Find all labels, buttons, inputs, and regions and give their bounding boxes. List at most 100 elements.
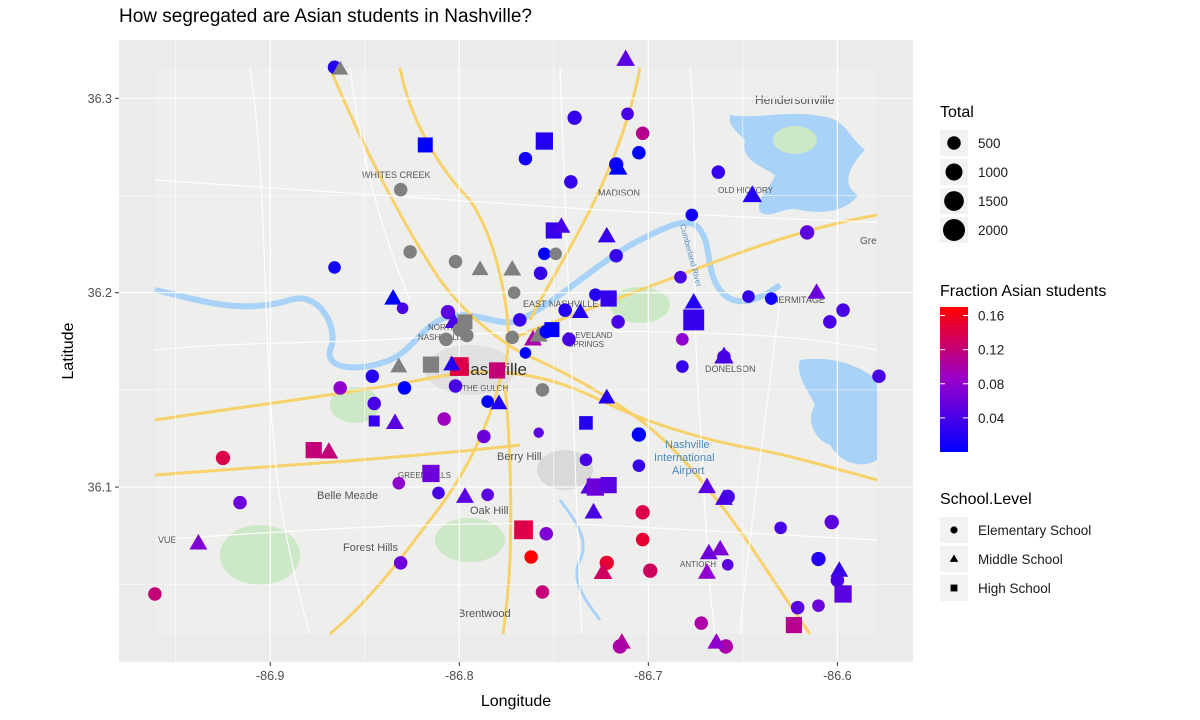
data-point (799, 225, 815, 240)
data-point (460, 328, 474, 343)
map-label-vue: VUE (158, 535, 177, 545)
data-point (632, 459, 646, 472)
data-point (513, 313, 527, 327)
park-area (330, 387, 380, 423)
data-point (524, 550, 538, 564)
data-point (600, 477, 617, 494)
data-point (685, 208, 699, 222)
legend-shape-key (949, 554, 959, 562)
map-label-donelson: DONELSON (705, 364, 756, 374)
data-point (674, 270, 687, 284)
data-point (507, 286, 521, 299)
data-point (790, 600, 805, 615)
x-tick-label: -86.6 (823, 669, 852, 683)
data-point (422, 356, 440, 373)
data-point (393, 182, 408, 197)
map-label-airport-3: Airport (672, 465, 704, 477)
data-point (824, 514, 839, 530)
data-point (635, 126, 650, 141)
data-point (477, 429, 491, 444)
colorbar-label: 0.04 (978, 411, 1005, 426)
data-point (774, 521, 787, 535)
data-point (611, 315, 625, 329)
park-area (220, 525, 300, 585)
data-point (448, 254, 463, 269)
data-point (571, 303, 589, 318)
data-point (586, 478, 605, 496)
data-point (386, 413, 404, 430)
data-point (403, 245, 417, 259)
data-point (683, 309, 705, 331)
data-point (764, 292, 778, 305)
data-point (785, 616, 802, 634)
cumberland-river (154, 219, 782, 371)
colorbar-label: 0.16 (978, 309, 1004, 324)
map-label-forest-hills: Forest Hills (343, 542, 399, 554)
data-point (332, 60, 349, 75)
x-tick-label: -86.9 (256, 669, 285, 683)
data-point (830, 561, 849, 577)
map-label-berry-hill: Berry Hill (497, 451, 542, 463)
map-label-gre: Gre (860, 236, 877, 247)
data-point (437, 412, 451, 426)
data-point (549, 247, 563, 261)
data-point (390, 357, 408, 373)
axes: -86.9 -86.8 -86.7 -86.6 36.1 36.2 36.3 (88, 92, 852, 683)
legend-shape-key (950, 584, 958, 592)
data-point (823, 315, 837, 329)
data-point (621, 107, 634, 121)
data-point (535, 585, 550, 599)
data-point (544, 322, 560, 338)
data-point (721, 559, 734, 571)
data-point (643, 563, 658, 578)
data-point (715, 489, 733, 505)
data-point (564, 175, 578, 189)
data-point (233, 495, 247, 510)
data-point (807, 283, 826, 299)
map-label-hermitage: HERMITAGE (772, 295, 825, 305)
data-point (505, 330, 519, 345)
data-point (514, 520, 533, 540)
data-point (489, 362, 506, 379)
data-point (631, 427, 647, 442)
data-point (579, 416, 593, 430)
legend-color-title: Fraction Asian students (940, 283, 1106, 300)
map-label-hendersonville: Hendersonville (755, 93, 835, 107)
data-point (396, 302, 409, 315)
data-point (562, 332, 576, 347)
data-point (443, 355, 461, 371)
data-point (836, 303, 850, 317)
data-point (717, 350, 731, 364)
x-axis-title: Longitude (481, 693, 551, 710)
colorbar-label: 0.08 (978, 377, 1004, 392)
basemap: Hendersonville WHITES CREEK MADISON OLD … (154, 67, 878, 636)
data-point (812, 599, 825, 612)
data-point (215, 450, 231, 466)
data-point (872, 369, 886, 384)
data-point (635, 505, 650, 520)
data-point (612, 639, 628, 654)
map-label-the-gulch: THE GULCH (462, 384, 508, 393)
data-point (384, 289, 403, 305)
y-tick-label: 36.3 (88, 92, 112, 106)
park-area (773, 126, 817, 154)
data-point (597, 226, 616, 243)
colorbar (940, 307, 968, 452)
legend-shape-key (950, 526, 958, 534)
legend-size-key (944, 191, 964, 211)
data-point (694, 616, 709, 630)
data-point (189, 534, 208, 550)
mill-creek (558, 499, 602, 621)
data-point (811, 551, 826, 567)
map-label-whites-creek: WHITES CREEK (362, 170, 431, 180)
data-point (333, 381, 347, 395)
data-point (589, 288, 602, 301)
data-point (584, 502, 603, 519)
map-label-cleveland-park: CLEVELAND (565, 331, 613, 340)
data-point (539, 526, 553, 541)
data-point (368, 415, 380, 427)
data-point (439, 332, 453, 347)
legend-shape-title: School.Level (940, 491, 1032, 508)
data-point (305, 442, 322, 459)
